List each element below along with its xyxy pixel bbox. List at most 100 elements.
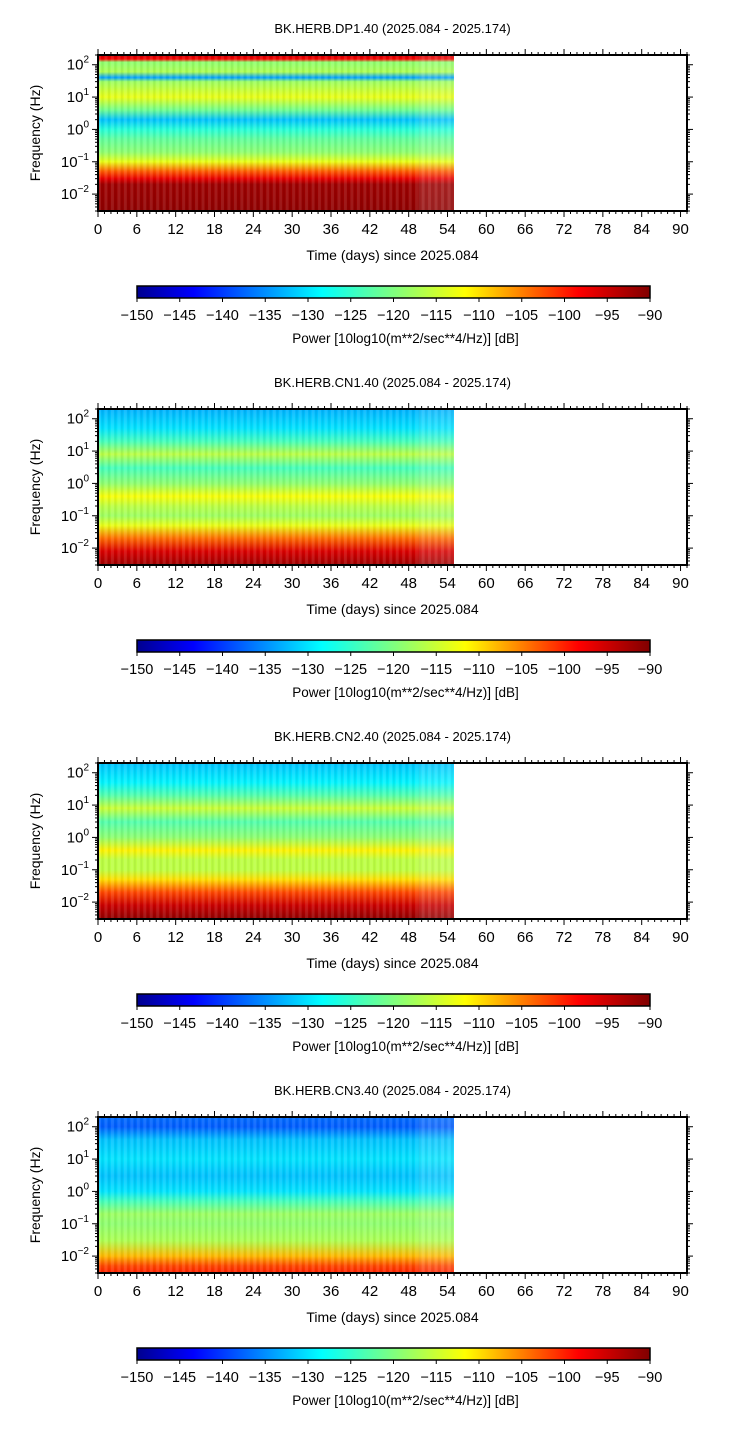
colorbar-tick-label: −100 — [548, 1016, 581, 1032]
colorbar-tick-label: −135 — [249, 1370, 282, 1386]
x-tick-label: 18 — [206, 221, 223, 238]
x-tick-label: 6 — [133, 929, 141, 946]
spectrogram-tail-segment — [418, 55, 454, 211]
spectrogram-tail-segment — [418, 763, 454, 919]
x-tick-label: 42 — [362, 575, 379, 592]
y-tick-label: 10−2 — [61, 892, 90, 911]
x-tick-label: 48 — [400, 575, 417, 592]
x-tick-label: 66 — [517, 929, 534, 946]
y-axis-label: Frequency (Hz) — [27, 1147, 43, 1243]
x-tick-label: 60 — [478, 1283, 495, 1300]
x-tick-label: 90 — [672, 929, 689, 946]
colorbar-tick-label: −150 — [121, 662, 154, 678]
y-tick-label: 10−1 — [61, 860, 90, 879]
colorbar-tick-label: −130 — [292, 1370, 325, 1386]
colorbar-tick-label: −120 — [377, 662, 410, 678]
x-tick-label: 36 — [323, 575, 340, 592]
colorbar-tick-label: −125 — [334, 308, 367, 324]
x-tick-label: 30 — [284, 575, 301, 592]
x-tick-label: 78 — [595, 575, 612, 592]
spectrogram-daily-variation — [98, 763, 454, 919]
colorbar-tick-label: −90 — [638, 662, 663, 678]
colorbar-tick-label: −135 — [249, 662, 282, 678]
x-tick-label: 12 — [167, 221, 184, 238]
colorbar-label: Power [10log10(m**2/sec**4/Hz)] [dB] — [292, 331, 519, 346]
y-axis-label: Frequency (Hz) — [27, 793, 43, 889]
colorbar-tick-label: −100 — [548, 662, 581, 678]
spectrogram-panel: BK.HERB.DP1.40 (2025.084 - 2025.174) 0 6 12… — [27, 21, 693, 346]
spectrogram-daily-variation — [98, 55, 454, 211]
spectrogram-tail-segment — [418, 1117, 454, 1273]
x-tick-label: 54 — [439, 575, 456, 592]
colorbar-tick-label: −90 — [638, 1370, 663, 1386]
y-tick-label: 101 — [67, 1149, 90, 1168]
y-tick-label: 100 — [67, 473, 90, 492]
y-tick-label: 101 — [67, 795, 90, 814]
colorbar-tick-label: −105 — [505, 308, 538, 324]
colorbar-tick-label: −105 — [505, 1016, 538, 1032]
colorbar-tick-label: −135 — [249, 308, 282, 324]
y-tick-label: 101 — [67, 441, 90, 460]
colorbar — [136, 1347, 651, 1361]
x-axis-label: Time (days) since 2025.084 — [306, 1309, 478, 1325]
x-tick-label: 0 — [94, 1283, 102, 1300]
y-tick-label: 10−2 — [61, 538, 90, 557]
y-tick-label: 10−1 — [61, 506, 90, 525]
colorbar-tick-label: −145 — [163, 1016, 196, 1032]
colorbar-tick-label: −145 — [163, 1370, 196, 1386]
y-tick-label: 10−1 — [61, 1214, 90, 1233]
colorbar-tick-label: −105 — [505, 662, 538, 678]
x-tick-label: 66 — [517, 1283, 534, 1300]
y-tick-label: 10−1 — [61, 152, 90, 171]
chart-title: BK.HERB.CN3.40 (2025.084 - 2025.174) — [274, 1083, 511, 1098]
spectrogram-tail-segment — [418, 409, 454, 565]
colorbar-label: Power [10log10(m**2/sec**4/Hz)] [dB] — [292, 1039, 519, 1054]
x-tick-label: 48 — [400, 221, 417, 238]
x-tick-label: 24 — [245, 221, 262, 238]
colorbar-tick-label: −125 — [334, 1016, 367, 1032]
colorbar-tick-label: −90 — [638, 308, 663, 324]
colorbar-tick-label: −115 — [420, 1016, 452, 1032]
colorbar-tick-label: −120 — [377, 1370, 410, 1386]
x-tick-label: 36 — [323, 929, 340, 946]
colorbar-tick-label: −100 — [548, 1370, 581, 1386]
x-tick-label: 12 — [167, 1283, 184, 1300]
x-tick-label: 60 — [478, 575, 495, 592]
x-tick-label: 90 — [672, 575, 689, 592]
x-tick-label: 12 — [167, 575, 184, 592]
colorbar-tick-label: −145 — [163, 662, 196, 678]
x-tick-label: 84 — [633, 929, 650, 946]
chart-title: BK.HERB.DP1.40 (2025.084 - 2025.174) — [274, 21, 510, 36]
colorbar — [136, 285, 651, 299]
colorbar-tick-label: −105 — [505, 1370, 538, 1386]
colorbar-tick-label: −150 — [121, 1370, 154, 1386]
x-tick-label: 18 — [206, 575, 223, 592]
colorbar-tick-label: −140 — [206, 662, 239, 678]
y-tick-label: 101 — [67, 87, 90, 106]
x-tick-label: 72 — [556, 221, 573, 238]
colorbar-tick-label: −110 — [463, 1016, 495, 1032]
x-tick-label: 54 — [439, 1283, 456, 1300]
y-tick-label: 10−2 — [61, 1246, 90, 1265]
x-tick-label: 42 — [362, 221, 379, 238]
y-tick-label: 102 — [67, 55, 90, 74]
x-tick-label: 84 — [633, 221, 650, 238]
colorbar-tick-label: −115 — [420, 662, 452, 678]
x-tick-label: 72 — [556, 575, 573, 592]
colorbar-tick-label: −150 — [121, 1016, 154, 1032]
colorbar-tick-label: −130 — [292, 308, 325, 324]
x-tick-label: 24 — [245, 929, 262, 946]
x-tick-label: 30 — [284, 221, 301, 238]
colorbar-tick-label: −110 — [463, 308, 495, 324]
x-tick-label: 78 — [595, 1283, 612, 1300]
x-axis-label: Time (days) since 2025.084 — [306, 955, 478, 971]
colorbar-tick-label: −115 — [420, 308, 452, 324]
y-tick-label: 100 — [67, 1181, 90, 1200]
colorbar-tick-label: −95 — [595, 662, 620, 678]
colorbar-tick-label: −140 — [206, 1016, 239, 1032]
x-tick-label: 36 — [323, 221, 340, 238]
x-tick-label: 66 — [517, 221, 534, 238]
colorbar-tick-label: −140 — [206, 1370, 239, 1386]
colorbar-tick-label: −90 — [638, 1016, 663, 1032]
